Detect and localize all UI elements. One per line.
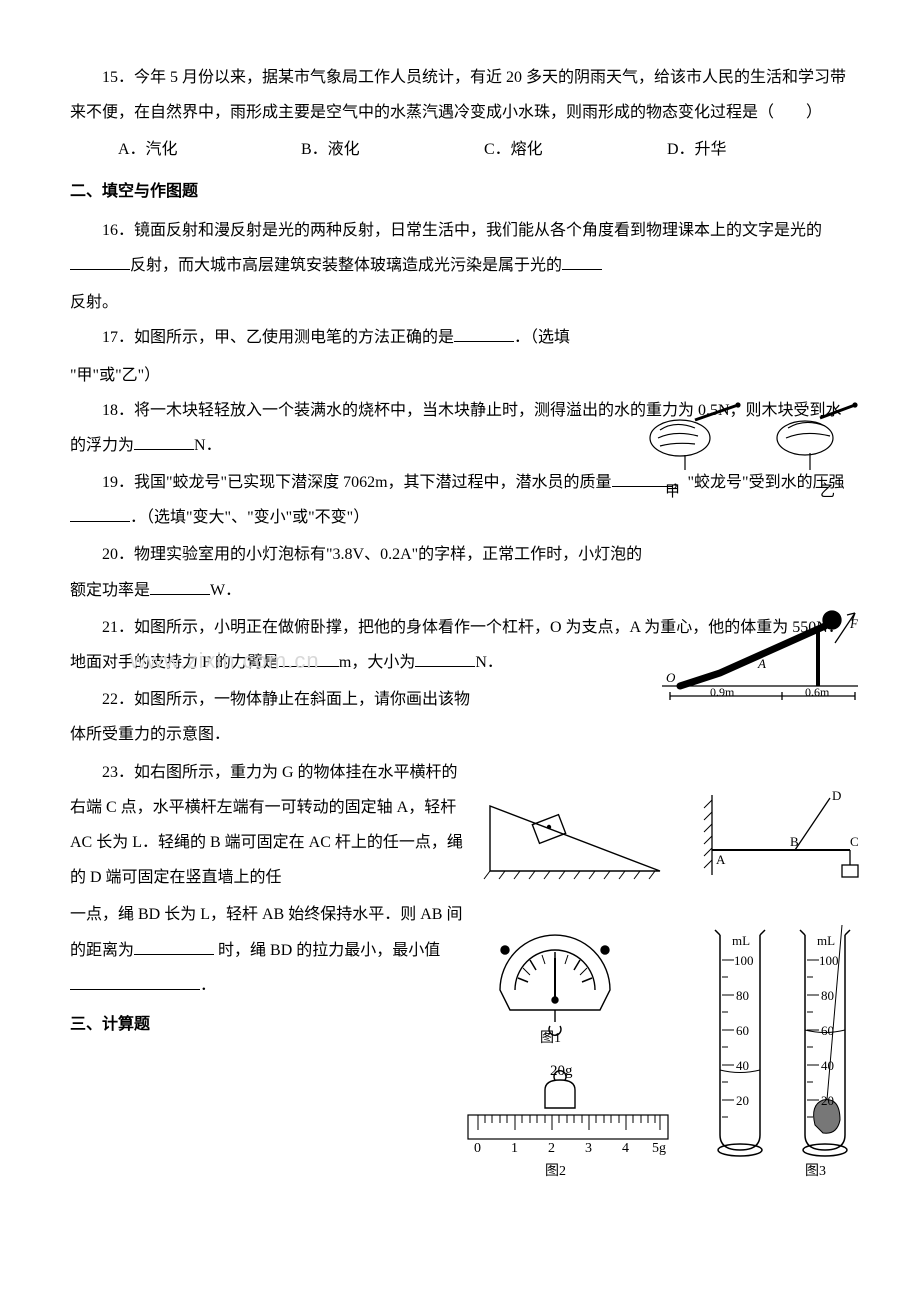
r3: 3 [585, 1141, 592, 1156]
q21-blank1 [279, 651, 339, 667]
l40: 40 [736, 1058, 749, 1073]
r80: 80 [821, 988, 834, 1003]
dim-09: 0.9m [710, 685, 735, 699]
dim-06: 0.6m [805, 685, 830, 699]
q23-blank1 [134, 939, 214, 955]
q23-d: ． [200, 977, 216, 994]
q16-line1: 16．镜面反射和漫反射是光的两种反射，日常生活中，我们能从各个角度看到物理课本上… [70, 213, 850, 283]
q18-b: N． [194, 437, 222, 454]
q23-text-b: 一点，绳 BD 长为 L，轻杆 AB 始终保持水平．则 AB 间的距离为 时，绳… [70, 897, 470, 1003]
lbl-F: F [849, 616, 859, 631]
cap-fig3: 图3 [805, 1164, 826, 1179]
q17-a: 17．如图所示，甲、乙使用测电笔的方法正确的是 [102, 329, 454, 346]
r60: 60 [821, 1023, 834, 1038]
q21-b: m，大小为 [339, 654, 415, 671]
q21-blank2 [415, 651, 475, 667]
section-2-heading: 二、填空与作图题 [70, 174, 850, 209]
q20-text: 20．物理实验室用的小灯泡标有"3.8V、0.2A"的字样，正常工作时，小灯泡的… [70, 537, 650, 607]
q16-t2: 反射，而大城市高层建筑安装整体玻璃造成光污染是属于光的 [130, 257, 562, 274]
q19-blank2 [70, 506, 130, 522]
q16-t1: 16．镜面反射和漫反射是光的两种反射，日常生活中，我们能从各个角度看到物理课本上… [102, 222, 822, 239]
q23-blank2 [70, 974, 200, 990]
r2: 2 [548, 1141, 555, 1156]
l60: 60 [736, 1023, 749, 1038]
r20: 20 [821, 1093, 834, 1108]
q23-c: 时，绳 BD 的拉力最小，最小值 [214, 942, 440, 959]
q15-options: A．汽化 B．液化 C．熔化 D．升华 [70, 132, 850, 167]
lbl-D2: D [832, 790, 841, 803]
q23-figure: D B C A [700, 790, 860, 885]
l100: 100 [734, 953, 754, 968]
q16-blank1 [70, 254, 130, 270]
r0: 0 [474, 1141, 481, 1156]
q19-c: ．（选填"变大"、"变小"或"不变"） [130, 509, 369, 526]
q15-opt-c: C．熔化 [484, 132, 667, 167]
q21-c: N． [475, 654, 503, 671]
r100: 100 [819, 953, 839, 968]
q17-blank [454, 326, 514, 342]
q15-opt-b: B．液化 [301, 132, 484, 167]
lbl-O: O [666, 670, 676, 685]
cap-fig2: 图2 [545, 1164, 566, 1179]
ml-l: mL [732, 933, 750, 948]
q17-figure: 甲 乙 [640, 400, 860, 500]
q17-caption-right: 乙 [820, 485, 835, 500]
lbl-A2: A [716, 852, 726, 867]
q16-line2: 反射。 [70, 285, 850, 320]
l80: 80 [736, 988, 749, 1003]
bottom-figure: 图1 20g 0 [460, 920, 870, 1200]
q20-b: W． [210, 582, 241, 599]
r5: 5g [652, 1141, 666, 1156]
lbl-A: A [757, 656, 766, 671]
r1: 1 [511, 1141, 518, 1156]
r4: 4 [622, 1141, 629, 1156]
lbl-B2: B [790, 834, 799, 849]
q15-opt-a: A．汽化 [118, 132, 301, 167]
r40: 40 [821, 1058, 834, 1073]
q16-blank2a [562, 254, 602, 270]
cap-fig1: 图1 [540, 1031, 561, 1046]
q23-text-a: 23．如右图所示，重力为 G 的物体挂在水平横杆的右端 C 点，水平横杆左端有一… [70, 755, 470, 896]
q15-text: 15．今年 5 月份以来，据某市气象局工作人员统计，有近 20 多天的阴雨天气，… [70, 60, 850, 130]
q20-figure: F A O 0.9m 0.6m [660, 608, 860, 703]
q22-figure [480, 786, 670, 886]
q15-opt-d: D．升华 [667, 132, 850, 167]
q19-a: 19．我国"蛟龙号"已实现下潜深度 7062m，其下潜过程中，潜水员的质量 [102, 474, 612, 491]
lbl-C2: C [850, 834, 859, 849]
ml-r: mL [817, 933, 835, 948]
q17-caption-left: 甲 [665, 485, 680, 500]
q20-blank [150, 579, 210, 595]
q18-blank [134, 434, 194, 450]
q17-c: "甲"或"乙"） [70, 358, 630, 393]
q17-b: ．（选填 [514, 329, 570, 346]
q22-text: 22．如图所示，一物体静止在斜面上，请你画出该物体所受重力的示意图． [70, 682, 470, 752]
l20: 20 [736, 1093, 749, 1108]
q17-text: 17．如图所示，甲、乙使用测电笔的方法正确的是 ．（选填 [70, 320, 630, 355]
